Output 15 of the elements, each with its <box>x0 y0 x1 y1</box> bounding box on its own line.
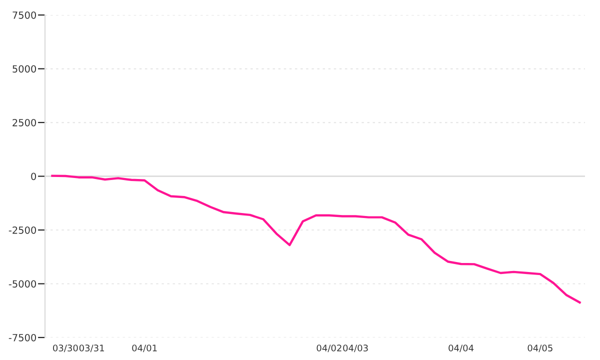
x-tick-label: 04/05 <box>528 344 552 352</box>
x-tick-label: 04/01 <box>132 344 157 352</box>
y-tick-label: -7500 <box>8 334 36 342</box>
y-tick-label: -5000 <box>8 280 36 288</box>
y-tick-label: 0 <box>31 172 36 180</box>
y-tick-label: 7500 <box>12 11 36 19</box>
line-series <box>51 174 581 304</box>
x-tick-label: 04/02 <box>316 344 342 352</box>
y-tick-label: 5000 <box>12 65 36 73</box>
x-tick-label: 03/30 <box>53 344 78 352</box>
y-tick-label: -2500 <box>8 226 36 234</box>
x-tick-label: 04/04 <box>448 344 474 352</box>
x-tick-label: 03/31 <box>79 344 104 352</box>
y-tick-label: 2500 <box>12 118 36 126</box>
x-tick-label: 04/03 <box>343 344 368 352</box>
